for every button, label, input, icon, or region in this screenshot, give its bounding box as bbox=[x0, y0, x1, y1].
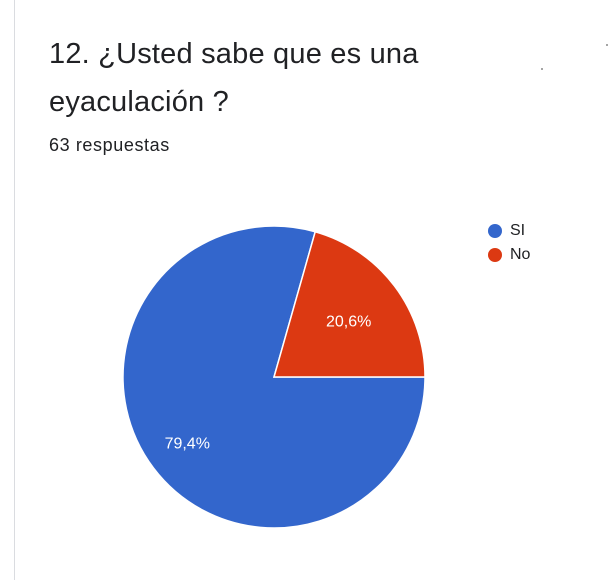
chart-legend: SI No bbox=[488, 219, 530, 267]
response-count: 63 respuestas bbox=[49, 135, 170, 155]
legend-label-no: No bbox=[510, 246, 531, 263]
question-title: 12. ¿Usted sabe que es una eyaculación ? bbox=[49, 38, 419, 118]
legend-label-si: SI bbox=[510, 222, 526, 239]
speck-mark bbox=[541, 68, 543, 70]
legend-item-no[interactable]: No bbox=[488, 243, 530, 267]
pie-label-no: 20,6% bbox=[326, 314, 371, 331]
legend-item-si[interactable]: SI bbox=[488, 219, 530, 243]
pie-slice-no[interactable] bbox=[273, 230, 426, 378]
pie-label-si: 79,4% bbox=[165, 436, 210, 453]
legend-swatch-no bbox=[488, 248, 502, 262]
pie-slice-si[interactable] bbox=[122, 225, 426, 529]
speck-mark bbox=[606, 44, 608, 46]
legend-swatch-si bbox=[488, 224, 502, 238]
